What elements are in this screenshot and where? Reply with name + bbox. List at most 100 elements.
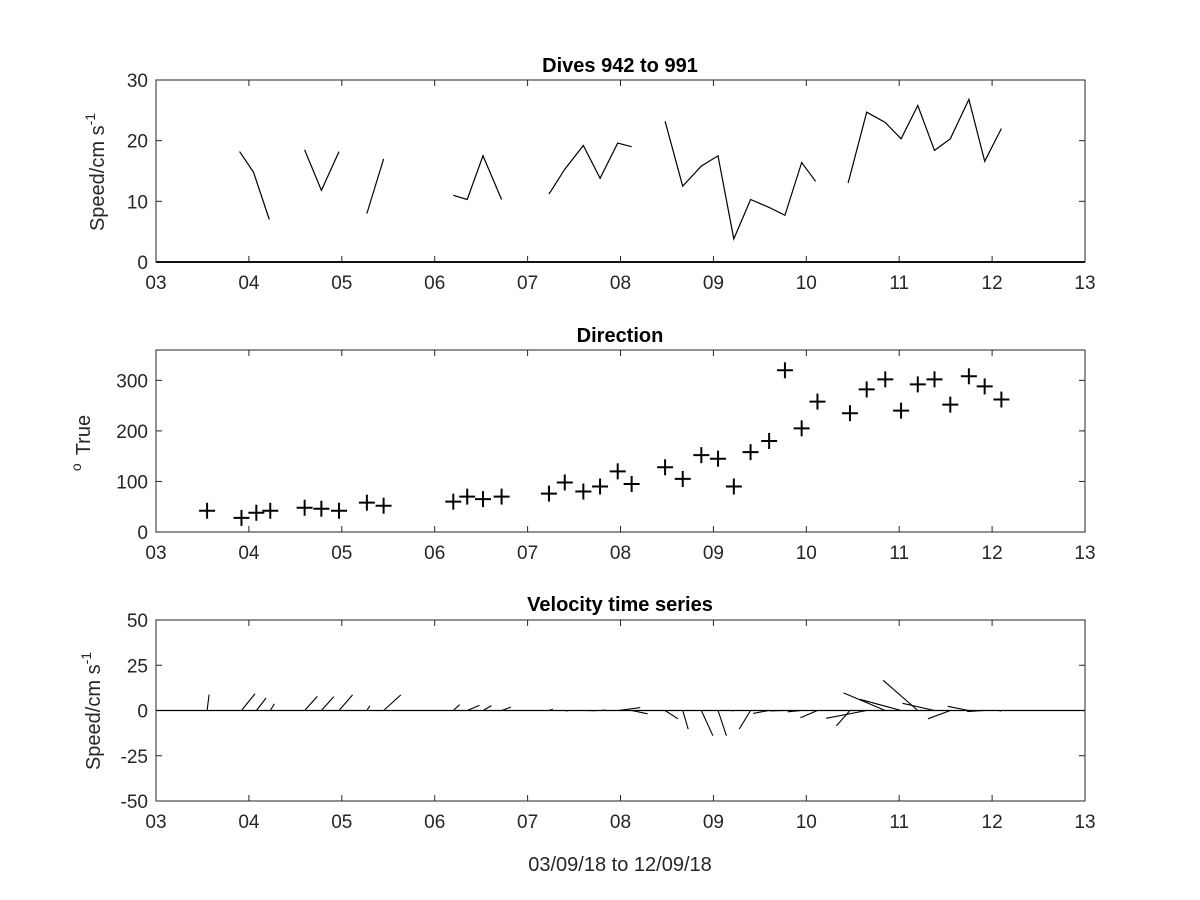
- direction-point: [493, 488, 510, 505]
- y-tick-label: 20: [127, 132, 148, 153]
- direction-point: [693, 447, 710, 464]
- x-tick-label: 10: [796, 543, 817, 564]
- direction-point: [926, 371, 943, 388]
- velocity-panel: Velocity time series Speed/cm s-1 03/09/…: [78, 594, 1096, 876]
- direction-point: [725, 478, 742, 495]
- velocity-vector: [682, 710, 689, 730]
- direction-point: [248, 504, 265, 521]
- direction-point: [556, 474, 573, 491]
- y-tick-label: 100: [116, 472, 148, 493]
- velocity-vector: [338, 694, 354, 711]
- x-tick-label: 05: [331, 812, 352, 833]
- x-tick-label: 06: [424, 273, 445, 294]
- speed-panel: Dives 942 to 991 Speed/cm s-1 03 04 05 06 07…: [82, 55, 1096, 294]
- velocity-vector: [631, 709, 648, 715]
- x-tick-label: 05: [331, 273, 352, 294]
- direction-point: [960, 368, 977, 385]
- velocity-vector: [700, 710, 714, 736]
- velocity-vector: [843, 692, 886, 712]
- direction-point: [331, 502, 348, 519]
- velocity-vector: [564, 709, 569, 712]
- velocity-vector: [717, 710, 727, 736]
- velocity-panel-title: Velocity time series: [527, 594, 713, 616]
- velocity-vector: [206, 694, 210, 711]
- speed-line-segment: [453, 154, 503, 201]
- direction-point: [623, 475, 640, 492]
- x-tick-label: 13: [1074, 812, 1095, 833]
- direction-point: [445, 493, 462, 510]
- velocity-panel-frame: [155, 619, 1086, 802]
- direction-point: [710, 450, 727, 467]
- direction-point: [199, 502, 216, 519]
- y-tick-label: 50: [127, 611, 148, 632]
- velocity-panel-xlabel: 03/09/18 to 12/09/18: [528, 854, 712, 876]
- speed-line-segment: [664, 121, 817, 241]
- direction-point: [942, 396, 959, 413]
- direction-point: [575, 483, 592, 500]
- speed-panel-title: Dives 942 to 991: [542, 55, 698, 77]
- y-tick-label: 0: [137, 702, 148, 723]
- direction-panel-marks: [199, 362, 1010, 526]
- direction-point: [909, 376, 926, 393]
- x-tick-label: 08: [610, 543, 631, 564]
- direction-point: [540, 485, 557, 502]
- direction-panel-xticks: 03 04 05 06 07 08 09 10 11 12 13: [145, 350, 1096, 564]
- x-tick-label: 09: [703, 543, 724, 564]
- direction-point: [893, 402, 910, 419]
- x-tick-label: 11: [889, 543, 909, 564]
- y-tick-label: 25: [127, 656, 148, 677]
- velocity-vector: [304, 696, 318, 711]
- x-tick-label: 09: [703, 812, 724, 833]
- velocity-vector: [482, 705, 492, 711]
- velocity-panel-ylabel: Speed/cm s-1: [78, 652, 105, 770]
- velocity-vector: [452, 704, 460, 711]
- velocity-vector: [835, 710, 851, 727]
- direction-point: [858, 381, 875, 398]
- direction-point: [375, 497, 392, 514]
- speed-line-segment: [304, 149, 340, 192]
- speed-line-segment: [239, 151, 270, 220]
- x-tick-label: 07: [517, 812, 538, 833]
- direction-point: [742, 444, 759, 461]
- velocity-vector: [927, 709, 951, 720]
- direction-point: [475, 491, 492, 508]
- x-tick-label: 06: [424, 543, 445, 564]
- x-tick-label: 13: [1074, 543, 1095, 564]
- velocity-vector: [467, 704, 480, 712]
- x-tick-label: 09: [703, 273, 724, 294]
- direction-point: [358, 494, 375, 511]
- velocity-vector: [966, 709, 985, 713]
- x-tick-label: 04: [238, 543, 260, 564]
- velocity-vector: [255, 697, 267, 711]
- x-tick-label: 06: [424, 812, 445, 833]
- direction-point: [592, 478, 609, 495]
- direction-point: [674, 470, 691, 487]
- x-tick-label: 11: [889, 812, 909, 833]
- y-tick-label: 200: [116, 422, 148, 443]
- velocity-vector: [600, 709, 606, 712]
- y-tick-label: 0: [137, 523, 148, 544]
- velocity-vector: [320, 696, 335, 711]
- x-tick-label: 03: [145, 273, 166, 294]
- speed-panel-yticks: 0 10 20 30: [127, 71, 1085, 274]
- direction-point: [809, 393, 826, 410]
- x-tick-label: 11: [889, 273, 909, 294]
- velocity-vector: [548, 708, 554, 712]
- x-tick-label: 07: [517, 543, 538, 564]
- direction-panel-ylabel: oTrue: [68, 415, 95, 471]
- direction-point: [296, 499, 313, 516]
- y-tick-label: -25: [121, 747, 148, 768]
- direction-point: [233, 509, 250, 526]
- direction-panel-yticks: 0 100 200 300: [116, 371, 1085, 544]
- x-tick-label: 03: [145, 812, 166, 833]
- x-tick-label: 13: [1074, 273, 1095, 294]
- direction-point: [313, 500, 330, 517]
- x-tick-label: 04: [238, 273, 260, 294]
- velocity-vector: [366, 705, 371, 711]
- speed-panel-frame: [155, 79, 1086, 263]
- x-tick-label: 12: [982, 273, 1003, 294]
- velocity-panel-xticks: 03 04 05 06 07 08 09 10 11 12 13: [145, 620, 1096, 833]
- direction-point: [262, 502, 279, 519]
- direction-point: [657, 459, 674, 476]
